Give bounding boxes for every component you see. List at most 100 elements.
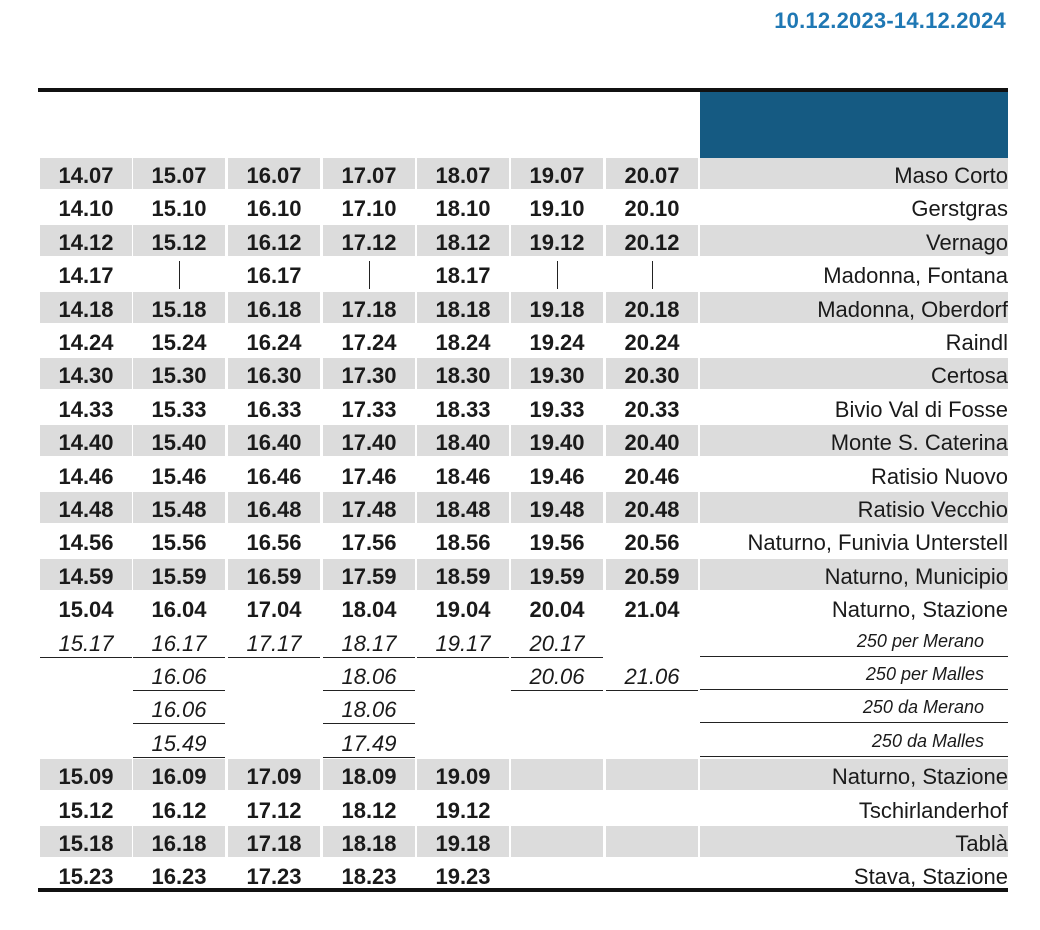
departure-time: 19.23 [435, 864, 491, 890]
stop-name: Naturno, Stazione [700, 759, 1008, 791]
departure-time: 19.18 [417, 826, 509, 857]
timetable-row: 15.17 16.17 17.17 18.17 19.17 20.17 250 per Me… [0, 626, 1040, 659]
stop-name: Madonna, Oberdorf [700, 291, 1008, 323]
departure-time [417, 726, 509, 757]
departure-time: 18.30 [417, 358, 509, 390]
pass-through-mark [511, 258, 603, 290]
departure-time: 15.04 [58, 597, 114, 623]
stop-name-text: Naturno, Stazione [831, 597, 1008, 623]
departure-time: 17.12 [246, 797, 302, 823]
departure-time: 16.18 [133, 826, 225, 857]
departure-time: 21.04 [624, 597, 680, 623]
departure-time: 16.09 [133, 759, 225, 791]
departure-time: 14.46 [58, 463, 114, 489]
departure-time: 17.46 [341, 463, 397, 489]
departure-time: 17.23 [246, 864, 302, 890]
timetable-row: 14.30 15.30 16.30 17.30 18.30 19.30 20.30 Certo… [0, 358, 1040, 391]
departure-time: 18.07 [417, 158, 509, 189]
route-header-box [700, 92, 1008, 158]
stop-name-text: 250 per Malles [865, 664, 984, 684]
timetable-row: 15.18 16.18 17.18 18.18 19.18 Tablà [0, 826, 1040, 859]
departure-time: 16.40 [228, 425, 320, 457]
departure-time [40, 692, 132, 723]
departure-time: 16.59 [228, 558, 320, 590]
departure-time: 16.56 [246, 530, 302, 556]
stop-name-text: Maso Corto [894, 163, 1008, 188]
departure-time: 18.06 [323, 692, 415, 725]
stop-name-text: Monte S. Caterina [830, 430, 1008, 456]
departure-time: 19.18 [511, 291, 603, 323]
stop-name-text: Naturno, Funivia Unterstell [747, 530, 1008, 556]
stop-name: Tablà [700, 826, 1008, 857]
departure-time [511, 793, 603, 824]
departure-time: 20.48 [606, 492, 698, 523]
stop-name-text: Ratisio Nuovo [871, 463, 1008, 489]
departure-time: 16.46 [246, 463, 302, 489]
departure-time: 20.33 [624, 396, 680, 422]
departure-time: 16.06 [133, 659, 225, 691]
departure-time: 14.17 [58, 263, 114, 289]
departure-time: 16.33 [246, 396, 302, 422]
departure-time [40, 726, 132, 757]
connection-label: 250 per Merano [700, 626, 1008, 657]
stop-name-text: Madonna, Fontana [823, 263, 1008, 289]
departure-time: 17.33 [341, 396, 397, 422]
departure-time: 15.40 [133, 425, 225, 457]
departure-time: 19.17 [417, 626, 509, 658]
departure-time: 19.04 [435, 597, 491, 623]
departure-time [511, 726, 603, 757]
departure-time: 15.17 [40, 626, 132, 658]
departure-time: 16.10 [246, 196, 302, 222]
departure-time [606, 726, 698, 757]
timetable-row: 14.07 15.07 16.07 17.07 18.07 19.07 20.07 Maso … [0, 158, 1040, 191]
departure-time: 17.07 [323, 158, 415, 189]
stop-name-text: Certosa [930, 363, 1008, 389]
stop-name: Gerstgras [700, 191, 1008, 222]
timetable-row: 14.24 15.24 16.24 17.24 18.24 19.24 20.24 Raind… [0, 325, 1040, 358]
timetable-row: 14.48 15.48 16.48 17.48 18.48 19.48 20.48 Ratis… [0, 492, 1040, 525]
stop-name: Tschirlanderhof [700, 793, 1008, 824]
departure-time: 14.12 [40, 224, 132, 256]
departure-time: 14.24 [58, 330, 114, 355]
departure-time: 15.09 [40, 759, 132, 791]
stop-name: Naturno, Municipio [700, 558, 1008, 590]
connection-label: 250 da Malles [700, 726, 1008, 757]
departure-time: 18.12 [417, 224, 509, 256]
departure-time: 17.12 [323, 224, 415, 256]
timetable-row: 14.59 15.59 16.59 17.59 18.59 19.59 20.59 Natur… [0, 558, 1040, 592]
departure-time: 17.04 [246, 597, 302, 623]
timetable-row: 14.12 15.12 16.12 17.12 18.12 19.12 20.12 Verna… [0, 224, 1040, 258]
departure-time: 17.10 [341, 196, 397, 222]
departure-time: 14.59 [40, 558, 132, 590]
departure-time: 18.23 [341, 864, 397, 890]
stop-name: Ratisio Vecchio [700, 492, 1008, 523]
departure-time: 17.18 [228, 826, 320, 857]
departure-time: 15.48 [133, 492, 225, 523]
departure-time: 14.48 [40, 492, 132, 523]
departure-time: 15.12 [58, 797, 114, 823]
departure-time: 19.30 [511, 358, 603, 390]
departure-time: 20.40 [606, 425, 698, 457]
departure-time [511, 826, 603, 857]
stop-name: Maso Corto [700, 158, 1008, 189]
departure-time [606, 793, 698, 824]
departure-time: 17.49 [323, 726, 415, 758]
departure-time [606, 626, 698, 657]
departure-time: 18.33 [435, 396, 491, 422]
departure-time: 17.40 [323, 425, 415, 457]
timetable-row: 14.18 15.18 16.18 17.18 18.18 19.18 20.18 Madon… [0, 291, 1040, 325]
departure-time: 17.59 [323, 558, 415, 590]
departure-time: 15.49 [133, 726, 225, 758]
departure-time [228, 659, 320, 690]
departure-time: 20.59 [606, 558, 698, 590]
departure-time: 14.07 [40, 158, 132, 189]
departure-time: 15.33 [151, 396, 207, 422]
departure-time: 17.18 [323, 291, 415, 323]
stop-name: Vernago [700, 224, 1008, 256]
departure-time: 20.07 [606, 158, 698, 189]
timetable-row: 14.10 15.10 16.10 17.10 18.10 19.10 20.10 Gerst… [0, 191, 1040, 224]
departure-time: 20.04 [529, 597, 585, 623]
departure-time: 14.10 [58, 196, 114, 222]
departure-time [228, 726, 320, 757]
timetable-row: 15.09 16.09 17.09 18.09 19.09 Naturno, Stazio… [0, 759, 1040, 792]
